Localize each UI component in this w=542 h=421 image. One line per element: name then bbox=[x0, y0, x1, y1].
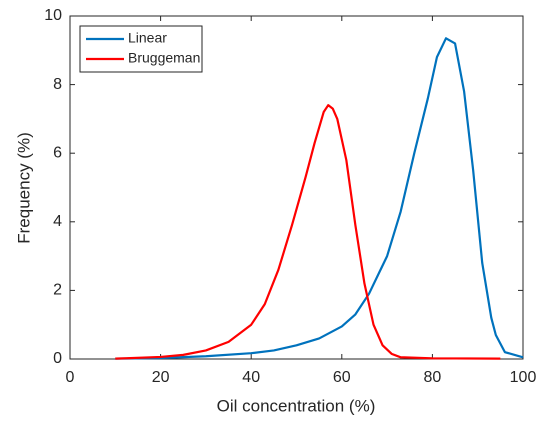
line-series bbox=[115, 104, 501, 360]
x-tick-label: 80 bbox=[424, 369, 442, 386]
legend-box bbox=[79, 25, 203, 73]
y-tick-label: 4 bbox=[53, 213, 62, 230]
line-series bbox=[115, 37, 524, 360]
legend-label: Linear bbox=[128, 30, 167, 46]
plot-area bbox=[69, 15, 524, 360]
x-axis-label: Oil concentration (%) bbox=[217, 396, 376, 415]
y-tick-label: 0 bbox=[53, 350, 62, 367]
x-tick-label: 0 bbox=[66, 369, 75, 386]
y-tick-label: 6 bbox=[53, 144, 62, 161]
y-tick-label: 10 bbox=[44, 7, 62, 24]
legend-label: Bruggeman bbox=[128, 50, 200, 66]
x-tick-label: 20 bbox=[152, 369, 170, 386]
x-tick-label: 40 bbox=[242, 369, 260, 386]
y-tick-label: 8 bbox=[53, 76, 62, 93]
y-axis-label: Frequency (%) bbox=[14, 132, 33, 243]
x-tick-label: 60 bbox=[333, 369, 351, 386]
x-tick-label: 100 bbox=[510, 369, 537, 386]
y-tick-label: 2 bbox=[53, 282, 62, 299]
